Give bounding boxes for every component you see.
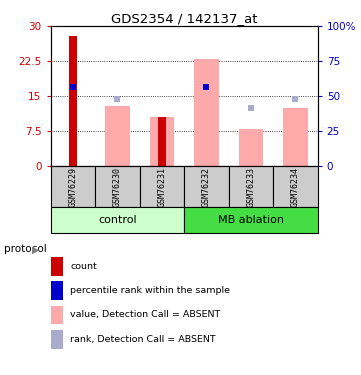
Bar	[158, 117, 166, 166]
Text: GSM76233: GSM76233	[247, 166, 255, 207]
Bar	[273, 166, 318, 207]
Bar	[184, 207, 318, 232]
Bar	[51, 166, 95, 207]
Text: GSM76230: GSM76230	[113, 166, 122, 207]
Bar	[239, 129, 263, 166]
Text: GSM76229: GSM76229	[68, 166, 77, 207]
Bar	[149, 117, 174, 166]
Bar	[194, 59, 219, 166]
Title: GDS2354 / 142137_at: GDS2354 / 142137_at	[111, 12, 257, 25]
Bar	[283, 108, 308, 166]
Bar	[105, 106, 130, 166]
Text: count: count	[70, 262, 97, 271]
Text: GSM76232: GSM76232	[202, 166, 211, 207]
Bar	[140, 166, 184, 207]
Text: ▶: ▶	[32, 244, 39, 254]
Bar	[69, 36, 77, 166]
Bar	[229, 166, 273, 207]
Text: GSM76231: GSM76231	[157, 166, 166, 207]
Bar	[51, 207, 184, 232]
Text: value, Detection Call = ABSENT: value, Detection Call = ABSENT	[70, 310, 221, 320]
Bar	[95, 166, 140, 207]
Text: MB ablation: MB ablation	[218, 215, 284, 225]
Text: percentile rank within the sample: percentile rank within the sample	[70, 286, 230, 295]
Text: protocol: protocol	[4, 244, 46, 254]
Text: rank, Detection Call = ABSENT: rank, Detection Call = ABSENT	[70, 335, 216, 344]
Bar	[184, 166, 229, 207]
Text: GSM76234: GSM76234	[291, 166, 300, 207]
Text: control: control	[98, 215, 136, 225]
